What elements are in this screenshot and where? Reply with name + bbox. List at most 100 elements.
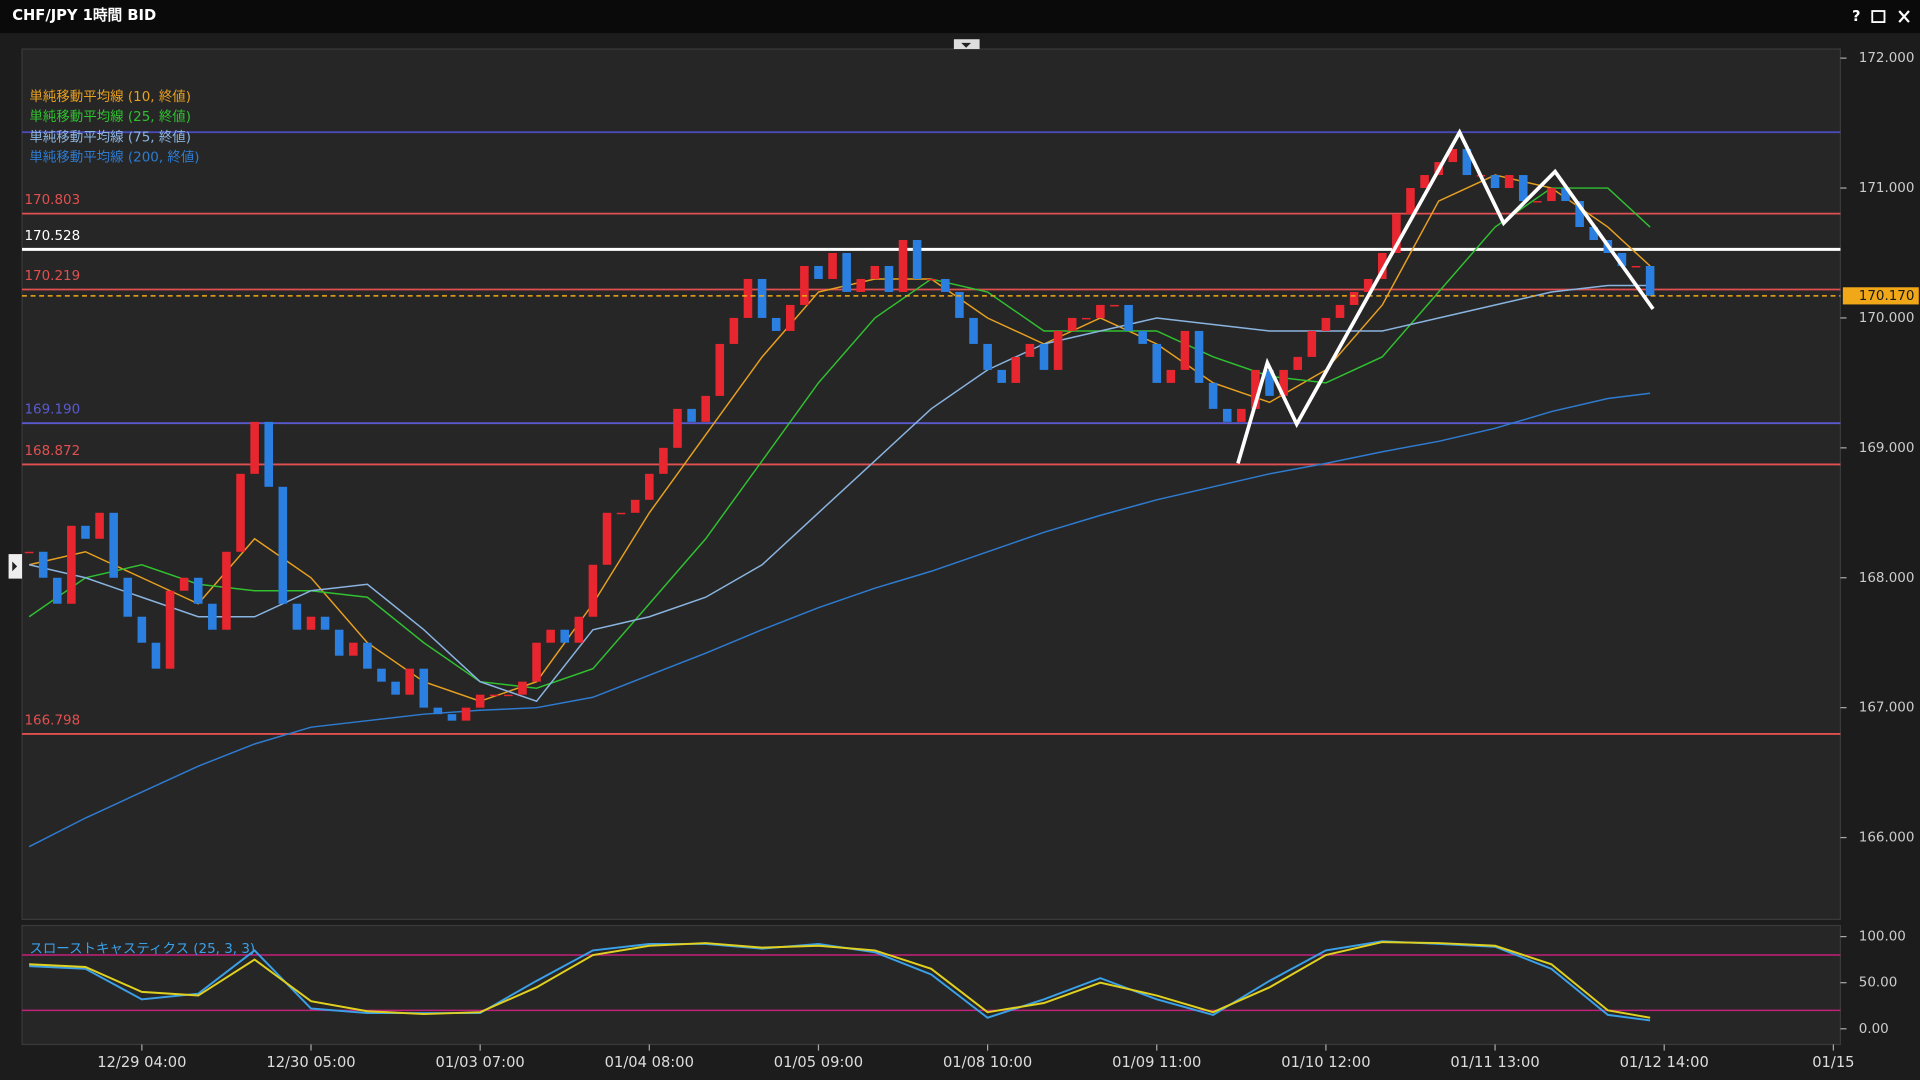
candle <box>926 278 936 281</box>
candle <box>278 486 288 604</box>
price-panel <box>21 48 1842 921</box>
candle <box>983 343 992 370</box>
candle <box>771 317 781 331</box>
candle <box>81 525 90 539</box>
legend-entry: 単純移動平均線 (10, 終値) <box>29 89 191 105</box>
candle <box>475 694 485 708</box>
candle <box>123 577 133 617</box>
candle <box>532 642 541 682</box>
moving-average <box>28 392 1651 848</box>
candle <box>1194 330 1204 383</box>
candle <box>1208 382 1218 409</box>
candle <box>292 603 302 630</box>
candle <box>489 694 499 697</box>
candle <box>1589 227 1599 240</box>
candle <box>546 629 555 643</box>
candle <box>588 564 598 617</box>
candle <box>616 512 626 515</box>
moving-average <box>28 187 1651 689</box>
candle <box>1533 201 1542 203</box>
candle <box>1490 175 1500 189</box>
candle <box>518 681 527 695</box>
title-bar <box>0 0 1920 34</box>
candle <box>1110 304 1119 307</box>
candle <box>377 668 386 682</box>
candle <box>264 421 274 487</box>
x-tick-label: 01/08 10:00 <box>943 1054 1032 1071</box>
y-tick-label: 167.000 <box>1859 700 1915 716</box>
candle <box>433 707 443 715</box>
candle <box>236 473 245 552</box>
candle <box>870 265 880 279</box>
candle <box>222 551 231 630</box>
candle <box>208 603 217 630</box>
level-label: 170.803 <box>24 192 80 208</box>
candle <box>1575 201 1584 228</box>
candle <box>1180 330 1190 370</box>
candle <box>1067 317 1077 331</box>
candle <box>729 317 739 344</box>
candle <box>1448 149 1458 163</box>
level-label: 169.190 <box>24 402 80 418</box>
candle <box>659 447 668 474</box>
candle <box>250 421 259 474</box>
y-tick-label: 50.00 <box>1859 975 1898 991</box>
x-tick-label: 01/03 07:00 <box>436 1054 525 1071</box>
candle <box>1096 304 1105 318</box>
candle <box>38 551 48 578</box>
level-label: 168.872 <box>24 443 80 459</box>
candle <box>193 577 203 604</box>
candle <box>1420 175 1429 189</box>
candle <box>461 707 471 721</box>
indicator-title: スローストキャスティクス (25, 3, 3) <box>29 941 255 957</box>
candle <box>1406 188 1415 215</box>
candle <box>1363 278 1373 292</box>
candle <box>1279 369 1288 396</box>
overlay-layer: 単純移動平均線 (10, 終値) 単純移動平均線 (25, 終値) 単純移動平均線 … <box>29 50 1919 1071</box>
candle <box>828 252 837 279</box>
candle <box>1265 369 1274 396</box>
candle <box>67 525 76 604</box>
candle <box>814 265 823 279</box>
candle <box>715 343 725 396</box>
candle <box>1631 265 1641 268</box>
candle <box>1237 408 1246 422</box>
legend-entry: 単純移動平均線 (200, 終値) <box>29 150 199 166</box>
candle <box>504 694 513 697</box>
candle <box>1378 252 1387 279</box>
candle <box>941 278 950 292</box>
candle <box>419 668 429 708</box>
x-tick-label: 01/09 11:00 <box>1112 1054 1201 1071</box>
x-tick-label: 01/04 08:00 <box>605 1054 694 1071</box>
candle <box>52 577 62 604</box>
candle <box>743 278 753 318</box>
candle <box>179 577 189 591</box>
drawn-zigzag <box>1236 128 1655 464</box>
y-tick-label: 166.000 <box>1859 830 1915 846</box>
candle <box>1321 317 1331 331</box>
candle <box>884 265 894 292</box>
candle <box>969 317 978 344</box>
close-button[interactable] <box>1898 10 1910 23</box>
x-tick-label: 01/15 <box>1812 1054 1854 1071</box>
y-tick-label: 168.000 <box>1859 570 1915 586</box>
candle <box>1025 343 1035 357</box>
candle <box>1307 330 1317 357</box>
y-tick-label: 100.00 <box>1859 929 1906 945</box>
candle <box>757 278 767 318</box>
candle <box>1518 175 1528 202</box>
y-tick-label: 170.000 <box>1859 310 1915 326</box>
candle <box>785 304 795 331</box>
help-button[interactable]: ? <box>1852 8 1861 25</box>
maximize-button[interactable] <box>1871 10 1886 23</box>
candle <box>1166 369 1176 383</box>
current-price-box <box>1842 287 1919 305</box>
candle <box>137 616 147 643</box>
x-tick-label: 12/29 04:00 <box>97 1054 186 1071</box>
candle <box>645 473 654 500</box>
candle <box>673 408 682 448</box>
candle <box>856 278 866 292</box>
toggle-arrow <box>961 42 972 48</box>
